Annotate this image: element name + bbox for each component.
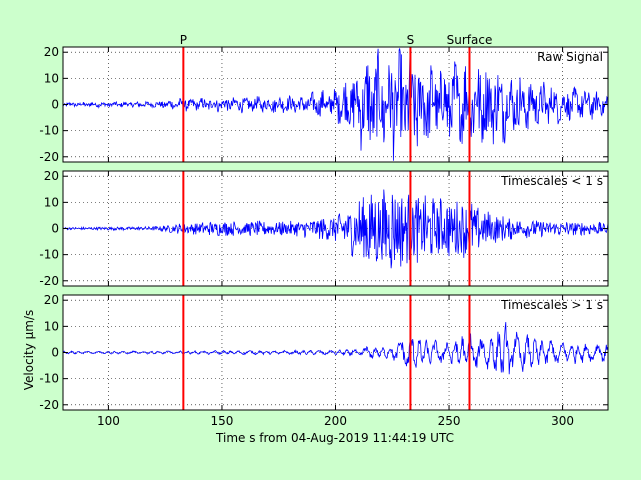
y-tick-label: 0 <box>51 222 59 236</box>
x-tick-label: 300 <box>551 414 574 428</box>
y-tick-label: -20 <box>39 150 59 164</box>
y-tick-label: 10 <box>44 71 59 85</box>
y-tick-label: -10 <box>39 124 59 138</box>
signal-trace <box>63 189 609 269</box>
phase-marker-label: S <box>407 33 415 47</box>
x-tick-label: 100 <box>97 414 120 428</box>
y-tick-label: 20 <box>44 169 59 183</box>
panel-title: Timescales > 1 s <box>500 298 603 312</box>
panel-title: Timescales < 1 s <box>500 174 603 188</box>
panel-3: -20 -10 0 10 20 Timescales > 1 s 100 150 200 250 3… <box>39 293 609 428</box>
phase-marker-label: Surface <box>447 33 493 47</box>
panel-2: -20 -10 0 10 20 Timescales < 1 s <box>39 169 609 288</box>
y-axis-label: Velocity μm/s <box>22 310 36 391</box>
x-tick-label: 150 <box>211 414 234 428</box>
y-tick-label: -10 <box>39 248 59 262</box>
y-tick-label: -20 <box>39 398 59 412</box>
x-tick-label: 250 <box>438 414 461 428</box>
y-tick-label: 0 <box>51 98 59 112</box>
signal-trace <box>62 47 609 161</box>
phase-marker-label: P <box>180 33 187 47</box>
x-axis-label: Time s from 04-Aug-2019 11:44:19 UTC <box>215 431 454 445</box>
signal-trace <box>62 322 609 375</box>
y-tick-label: -20 <box>39 274 59 288</box>
y-tick-label: 20 <box>44 45 59 59</box>
y-tick-label: -10 <box>39 372 59 386</box>
y-tick-label: 10 <box>44 195 59 209</box>
panel-1: -20 -10 0 10 20 Raw Signal P S Surface <box>39 33 609 164</box>
y-tick-label: 10 <box>44 319 59 333</box>
y-tick-label: 20 <box>44 293 59 307</box>
x-tick-label: 200 <box>324 414 347 428</box>
panels: -20 -10 0 10 20 Raw Signal P S Surface -20 -10 0 10 2… <box>39 33 609 428</box>
panel-title: Raw Signal <box>537 50 603 64</box>
y-tick-label: 0 <box>51 346 59 360</box>
